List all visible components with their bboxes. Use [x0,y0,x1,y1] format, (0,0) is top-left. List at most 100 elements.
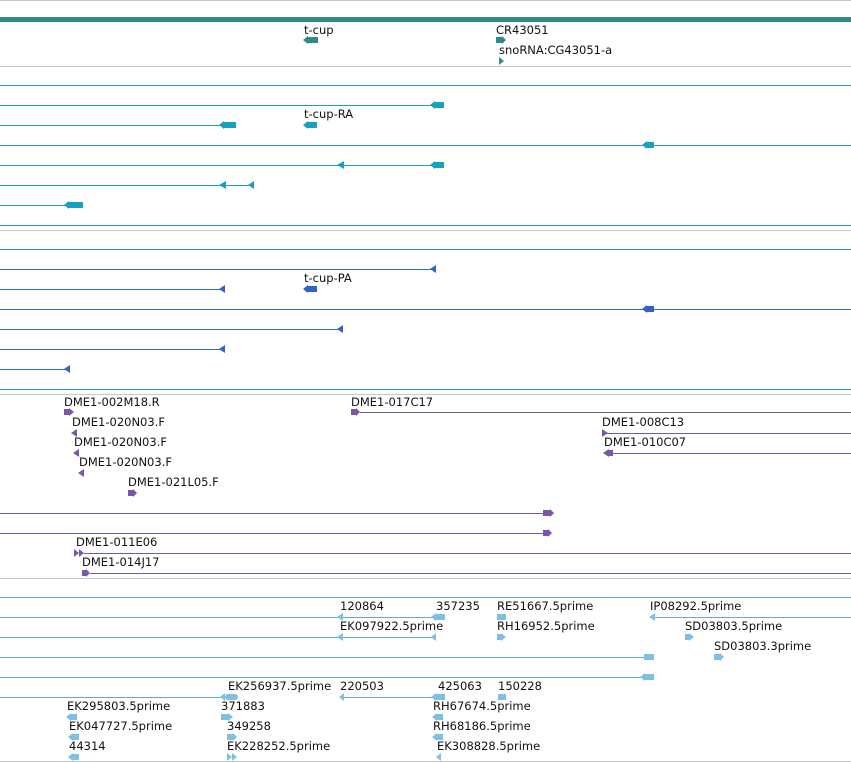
est-label[interactable]: 425063 [438,679,482,693]
clone-line[interactable] [0,513,546,514]
est-feature[interactable] [73,734,79,740]
clone-line[interactable] [90,573,851,574]
clone-feature[interactable] [543,510,550,516]
clone-line[interactable] [606,433,851,434]
clone-label[interactable]: DME1-011E06 [76,535,158,549]
clone-line[interactable] [84,553,851,554]
clone-feature[interactable] [128,490,133,496]
est-feature[interactable] [497,614,506,620]
est-label[interactable]: RH68186.5prime [433,719,531,733]
est-line[interactable] [344,637,436,638]
clone-line[interactable] [0,533,544,534]
est-feature[interactable] [498,694,506,700]
est-label[interactable]: 120864 [340,599,384,613]
est-label[interactable]: EK295803.5prime [67,699,171,713]
est-line[interactable] [0,637,344,638]
clone-label[interactable]: DME1-002M18.R [64,395,160,409]
clone-label[interactable]: DME1-020N03.F [79,455,172,469]
est-label[interactable]: 357235 [436,599,480,613]
protein-line[interactable] [0,269,434,270]
est-label[interactable]: EK256937.5prime [228,679,332,693]
est-label[interactable]: 349258 [227,719,271,733]
transcript-line[interactable] [0,185,254,186]
est-line[interactable] [344,697,438,698]
est-feature[interactable] [221,714,228,720]
transcript-exon[interactable] [646,142,654,148]
est-label[interactable]: RH67674.5prime [433,699,531,713]
clone-feature[interactable] [64,409,69,415]
protein-feature[interactable] [646,306,654,312]
est-label[interactable]: IP08292.5prime [650,599,742,613]
transcript-line[interactable] [0,165,436,166]
est-line[interactable] [0,657,646,658]
est-feature[interactable] [436,694,445,700]
protein-line[interactable] [0,249,851,250]
protein-line[interactable] [0,369,68,370]
est-label[interactable]: 220503 [340,679,384,693]
clone-label[interactable]: DME1-014J17 [82,555,160,569]
protein-line[interactable] [0,289,224,290]
est-feature[interactable] [685,634,689,640]
clone-label[interactable]: DME1-020N03.F [74,435,167,449]
protein-line[interactable] [0,329,342,330]
est-label[interactable]: EK228252.5prime [227,739,331,753]
est-feature[interactable] [225,694,238,700]
est-label[interactable]: EK047727.5prime [69,719,173,733]
transcript-line[interactable] [0,225,851,226]
est-line[interactable] [0,697,228,698]
transcript-label-t-cup-ra[interactable]: t-cup-RA [304,107,354,121]
clone-feature[interactable] [607,450,613,456]
transcript-exon[interactable] [434,102,444,108]
est-label[interactable]: RE51667.5prime [497,599,594,613]
est-label[interactable]: 150228 [498,679,542,693]
clone-feature[interactable] [82,570,86,576]
protein-feature-t-cup-pa[interactable] [308,286,317,292]
clone-label[interactable]: DME1-020N03.F [72,415,165,429]
clone-line[interactable] [360,412,851,413]
est-label[interactable]: EK097922.5prime [340,619,444,633]
est-feature[interactable] [437,734,443,740]
transcript-line[interactable] [0,125,226,126]
transcript-exon[interactable] [68,202,83,208]
gene-label-t-cup[interactable]: t-cup [304,23,334,37]
est-line[interactable] [344,617,438,618]
transcript-exon-t-cup-ra[interactable] [308,122,317,128]
transcript-exon[interactable] [224,122,236,128]
transcript-exon[interactable] [434,162,444,168]
est-label[interactable]: SD03803.5prime [685,619,783,633]
est-line[interactable] [0,597,851,598]
est-feature[interactable] [644,654,654,660]
est-label[interactable]: EK308828.5prime [437,739,541,753]
est-feature[interactable] [437,714,443,720]
protein-line[interactable] [0,309,851,310]
protein-line[interactable] [0,349,224,350]
est-feature[interactable] [227,734,233,740]
clone-label[interactable]: DME1-021L05.F [128,475,219,489]
est-feature[interactable] [714,654,720,660]
clone-label[interactable]: DME1-008C13 [602,415,685,429]
protein-line[interactable] [0,389,851,390]
est-label[interactable]: SD03803.3prime [714,639,812,653]
transcript-line[interactable] [0,145,851,146]
est-label[interactable]: 44314 [69,739,106,753]
clone-line[interactable] [612,453,851,454]
transcript-line[interactable] [0,105,436,106]
est-line[interactable] [655,617,851,618]
est-line[interactable] [0,617,344,618]
clone-feature[interactable] [351,409,356,415]
transcript-line[interactable] [0,205,70,206]
clone-label[interactable]: DME1-010C07 [604,435,687,449]
clone-feature[interactable] [543,530,548,536]
est-label[interactable]: RH16952.5prime [497,619,595,633]
gene-feature-cr43051[interactable] [496,37,502,43]
transcript-line[interactable] [0,85,851,86]
est-feature[interactable] [497,634,501,640]
est-feature[interactable] [436,614,445,620]
est-feature[interactable] [71,714,77,720]
est-feature[interactable] [73,754,79,760]
protein-label-t-cup-pa[interactable]: t-cup-PA [304,271,352,285]
est-label[interactable]: 371883 [221,699,265,713]
est-feature[interactable] [645,674,654,680]
est-line[interactable] [0,677,646,678]
clone-label[interactable]: DME1-017C17 [351,395,434,409]
